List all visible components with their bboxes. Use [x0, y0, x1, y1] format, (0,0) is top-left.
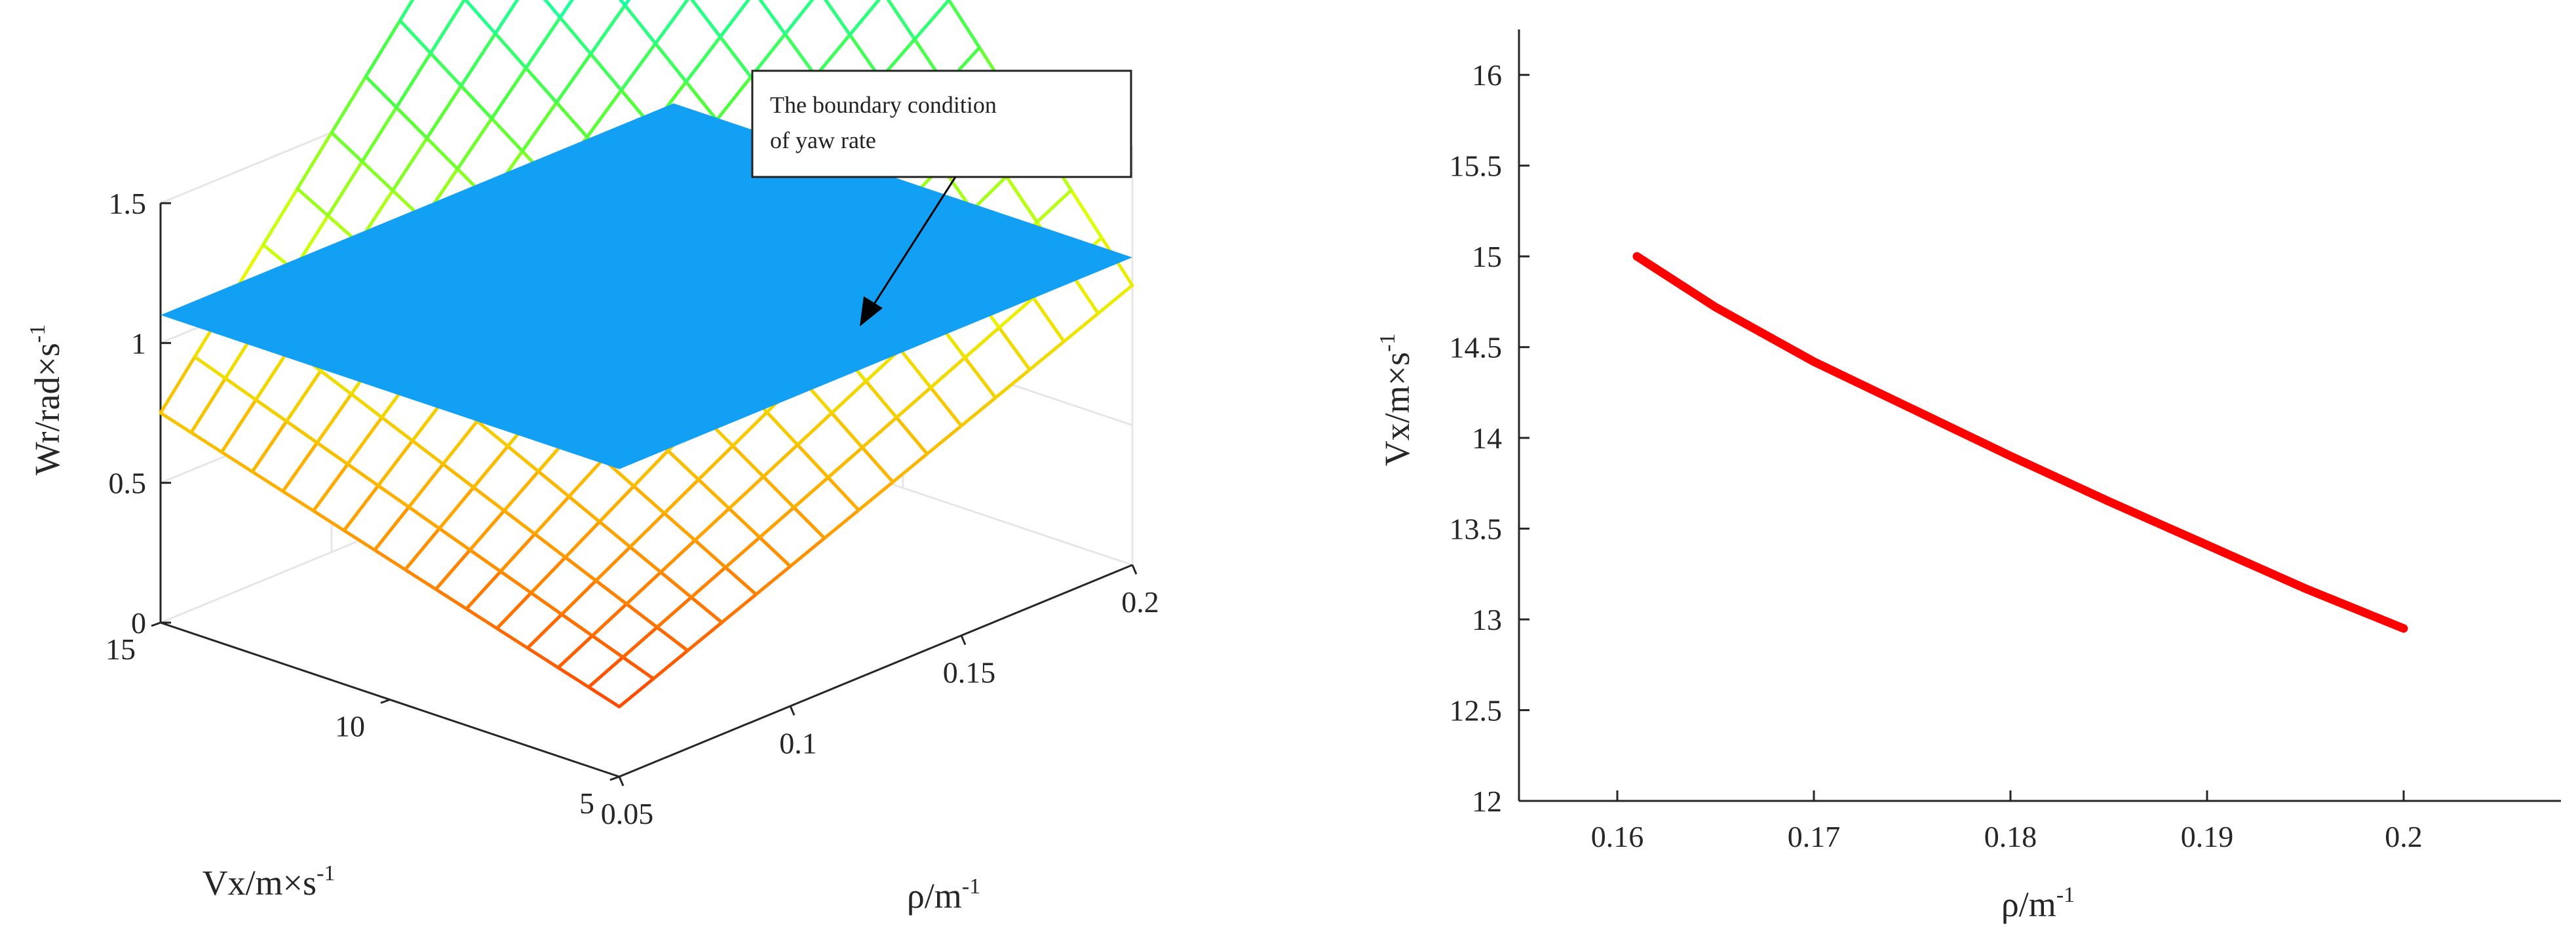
- x-axis-line: [619, 564, 1133, 778]
- annotation-arrow-head: [860, 296, 883, 326]
- y-tick-label: 15: [1472, 240, 1502, 273]
- x-tick-label: 0.16: [1591, 820, 1644, 853]
- y-tick-label: 16: [1472, 58, 1502, 92]
- x-tick: [789, 705, 796, 716]
- y-tick-label: 14: [1472, 421, 1502, 455]
- y-tick-label: 14.5: [1450, 331, 1503, 364]
- mesh-cell: [758, 0, 815, 36]
- y-tick-label: 13: [1472, 603, 1502, 636]
- mesh-cell: [848, 0, 917, 81]
- mesh-cell: [619, 0, 631, 7]
- mesh-cell: [463, 0, 520, 35]
- z-tick-label: 1: [131, 326, 146, 360]
- annotation-line-1: The boundary condition: [770, 92, 997, 118]
- x-tick-label: 0.2: [2385, 820, 2423, 853]
- boundary-plane: [161, 103, 1132, 469]
- y-tick: [151, 621, 161, 627]
- z-axis-label: Wr/rad×s-1: [26, 324, 67, 476]
- mesh-cell: [886, 0, 951, 41]
- x-tick: [618, 776, 625, 786]
- x-tick-label: 0.1: [779, 726, 817, 760]
- line-plot: 12 12.5 13 13.5 14 14.5 15 15.5 16 0.16 0.17 0.18 0.…: [1375, 29, 2561, 924]
- y-tick-label: 12: [1472, 785, 1502, 818]
- x-tick: [1131, 564, 1138, 575]
- y-tick-label: 15.5: [1450, 149, 1503, 183]
- annotation-box: [751, 69, 1132, 178]
- mesh-cell: [493, 0, 562, 70]
- z-tick-label: 0: [131, 606, 146, 640]
- mesh-cell: [543, 0, 574, 20]
- x-tick-label: 0.05: [601, 797, 654, 830]
- mesh-cell: [558, 0, 627, 56]
- boundary-curve: [1632, 252, 2408, 633]
- mesh-cell: [398, 0, 467, 55]
- line-y-axis-label: Vx/m×s-1: [1375, 334, 1417, 467]
- line-x-axis-label: ρ/m-1: [2001, 883, 2075, 924]
- x-axis-label: ρ/m-1: [907, 874, 980, 916]
- mesh-cell: [623, 0, 689, 45]
- axis-ticks: 0 0.5 1 1.5 5 10 15 0.05 0.1 0.15 0.2: [106, 187, 1159, 830]
- y-axis-label: Vx/m×s-1: [202, 861, 336, 902]
- mesh-cell: [429, 0, 497, 88]
- line-ticks: 12 12.5 13 13.5 14 14.5 15 15.5 16 0.16 0.17 0.18 0.…: [1450, 58, 2423, 853]
- x-tick-label: 0.19: [2181, 820, 2234, 853]
- x-tick: [960, 635, 967, 646]
- surface-plot: 0 0.5 1 1.5 5 10 15 0.05 0.1 0.15 0.2 Wr/rad×s-1 V…: [26, 0, 1159, 916]
- annotation-arrow-shaft: [870, 176, 957, 309]
- line-axes: [1518, 29, 2561, 802]
- x-tick-label: 0.17: [1788, 820, 1841, 853]
- mesh-cell: [783, 0, 852, 78]
- x-tick-label: 0.15: [943, 656, 996, 689]
- z-tick-label: 0.5: [109, 467, 147, 500]
- annotation-callout: The boundary condition of yaw rate: [751, 69, 1132, 326]
- z-tick-label: 1.5: [109, 187, 147, 220]
- annotation-line-2: of yaw rate: [770, 127, 876, 153]
- y-tick: [380, 699, 391, 704]
- y-tick-label: 15: [106, 632, 136, 666]
- y-tick-label: 5: [579, 786, 594, 820]
- mesh-cell: [653, 0, 722, 84]
- mesh-cell: [690, 0, 751, 39]
- x-tick-label: 0.18: [1984, 820, 2037, 853]
- mesh-cell: [823, 0, 881, 37]
- y-tick-label: 12.5: [1450, 694, 1503, 728]
- y-tick-label: 10: [335, 710, 365, 743]
- x-tick-label: 0.2: [1121, 585, 1159, 619]
- y-tick: [609, 775, 620, 781]
- mesh-cell: [718, 0, 787, 79]
- y-tick-label: 13.5: [1450, 513, 1503, 546]
